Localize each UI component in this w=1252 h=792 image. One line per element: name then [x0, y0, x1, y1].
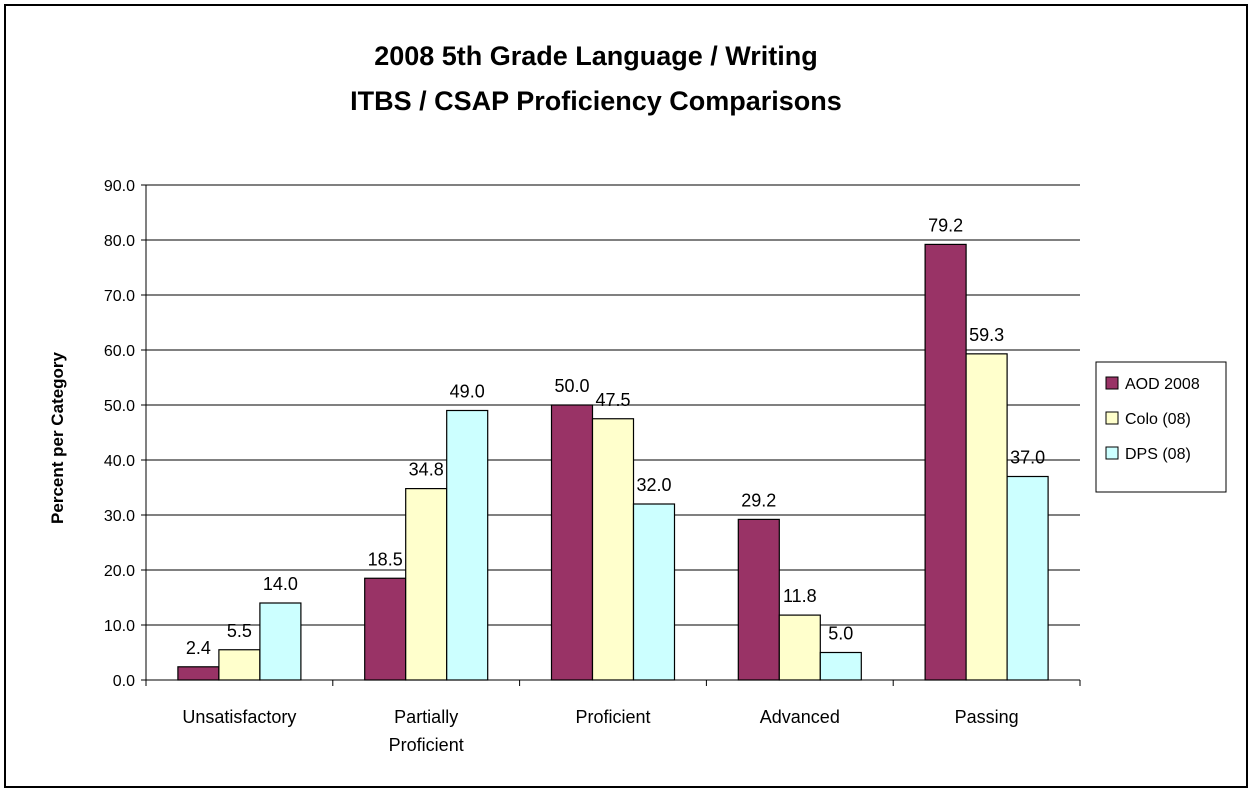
data-label: 18.5 — [368, 549, 403, 569]
y-tick-label: 10.0 — [104, 618, 135, 635]
legend-label: AOD 2008 — [1125, 376, 1200, 393]
legend-label: Colo (08) — [1125, 411, 1191, 428]
y-tick-label: 30.0 — [104, 508, 135, 525]
bar — [177, 666, 220, 681]
y-axis-label: Percent per Category — [48, 351, 67, 523]
bar — [364, 577, 407, 681]
data-label: 47.5 — [595, 390, 630, 410]
x-category-labels: Unsatisfactory Partially Proficient Profici… — [182, 707, 1018, 755]
data-label: 50.0 — [554, 376, 589, 396]
bar — [1006, 475, 1049, 681]
x-category-label: Partially — [394, 707, 458, 727]
y-tick-label: 40.0 — [104, 453, 135, 470]
gridlines — [146, 184, 1080, 626]
legend: AOD 2008 Colo (08) DPS (08) — [1095, 361, 1227, 493]
legend-label: DPS (08) — [1125, 446, 1191, 463]
data-label: 32.0 — [636, 475, 671, 495]
bar — [446, 409, 489, 681]
y-tick-labels: 0.0 10.0 20.0 30.0 40.0 50.0 60.0 70.0 80.0 90.0 — [104, 178, 135, 690]
bar — [591, 418, 635, 681]
data-label: 79.2 — [928, 215, 963, 235]
y-tick-label: 20.0 — [104, 563, 135, 580]
y-tick-label: 70.0 — [104, 288, 135, 305]
legend-swatch — [1105, 446, 1119, 460]
bar — [405, 488, 448, 681]
bar — [259, 602, 302, 681]
data-label: 2.4 — [186, 638, 211, 658]
y-tick-label: 80.0 — [104, 233, 135, 250]
data-label: 5.5 — [227, 621, 252, 641]
bar — [218, 649, 261, 681]
chart-frame: 2008 5th Grade Language / Writing ITBS /… — [4, 4, 1248, 788]
x-category-label: Passing — [955, 707, 1019, 727]
bar — [924, 243, 967, 681]
data-label: 11.8 — [783, 586, 817, 606]
data-label: 34.8 — [409, 460, 444, 480]
legend-swatch — [1105, 376, 1119, 390]
x-category-label: Proficient — [389, 735, 464, 755]
bar — [632, 503, 676, 681]
data-label: 5.0 — [828, 624, 853, 644]
bar — [819, 651, 862, 681]
y-tick-label: 60.0 — [104, 343, 135, 360]
data-label: 14.0 — [263, 574, 298, 594]
data-label: 37.0 — [1010, 448, 1045, 468]
bars — [177, 243, 1049, 681]
y-tick-label: 50.0 — [104, 398, 135, 415]
data-labels: 2.4 18.5 50.0 29.2 79.2 5.5 34.8 47.5 11.8 59.3 14… — [186, 215, 1045, 657]
axes — [141, 184, 1081, 686]
bar — [778, 614, 821, 681]
bar — [550, 404, 594, 681]
bar — [965, 353, 1008, 681]
data-label: 29.2 — [741, 490, 776, 510]
x-category-label: Advanced — [760, 707, 840, 727]
bar-chart: 2008 5th Grade Language / Writing ITBS /… — [48, 41, 1227, 755]
y-tick-label: 90.0 — [104, 178, 135, 195]
y-tick-label: 0.0 — [113, 673, 135, 690]
x-category-label: Unsatisfactory — [182, 707, 296, 727]
data-label: 49.0 — [450, 382, 485, 402]
bar — [737, 518, 780, 681]
legend-swatch — [1105, 411, 1119, 425]
chart-title-line-1: 2008 5th Grade Language / Writing — [374, 41, 818, 71]
x-category-label: Proficient — [575, 707, 650, 727]
data-label: 59.3 — [969, 325, 1004, 345]
chart-title-line-2: ITBS / CSAP Proficiency Comparisons — [350, 86, 842, 116]
